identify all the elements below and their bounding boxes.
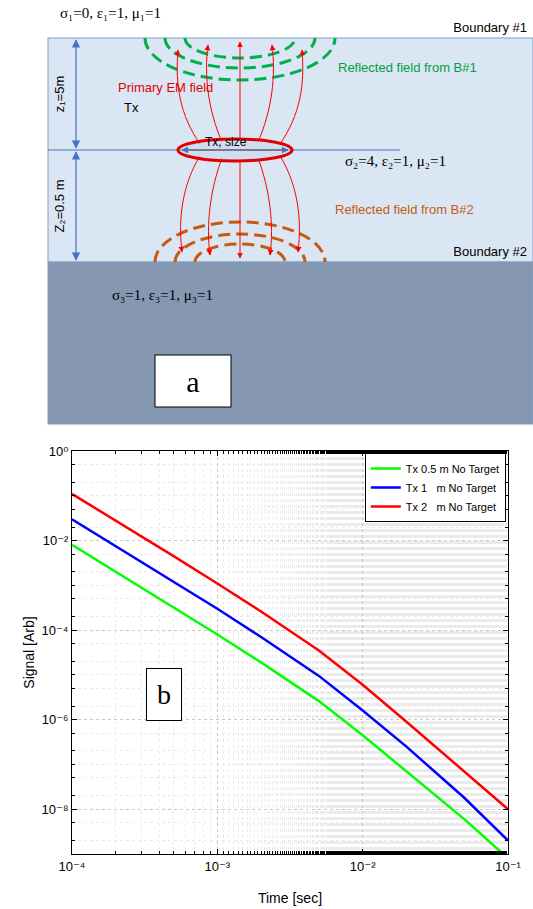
svg-text:Z₂=0.5 m: Z₂=0.5 m	[52, 179, 67, 232]
svg-text:a: a	[186, 365, 199, 398]
svg-text:Tx 2 m No Target: Tx 2 m No Target	[406, 501, 496, 513]
svg-text:z₁=5m: z₁=5m	[52, 76, 67, 113]
svg-text:σ₁=0, ε₁=1, μ₁=1: σ₁=0, ε₁=1, μ₁=1	[60, 5, 161, 21]
svg-text:σ₃=1, ε₃=1, μ₃=1: σ₃=1, ε₃=1, μ₃=1	[112, 287, 213, 303]
svg-text:10⁻¹: 10⁻¹	[495, 859, 521, 874]
svg-text:10⁰: 10⁰	[49, 444, 69, 459]
svg-text:Time [sec]: Time [sec]	[258, 890, 322, 906]
svg-text:σ₂=4, ε₂=1, μ₂=1: σ₂=4, ε₂=1, μ₂=1	[345, 153, 446, 169]
svg-text:10⁻³: 10⁻³	[205, 859, 231, 874]
svg-text:b: b	[157, 679, 171, 710]
svg-text:10⁻⁸: 10⁻⁸	[42, 802, 69, 817]
svg-text:10⁻⁴: 10⁻⁴	[41, 623, 68, 638]
svg-text:10⁻⁴: 10⁻⁴	[59, 859, 86, 874]
svg-text:Tx: Tx	[124, 100, 139, 115]
svg-text:10⁻⁶: 10⁻⁶	[42, 712, 69, 727]
svg-text:Primary EM field: Primary EM field	[118, 80, 213, 95]
svg-text:Reflected field from B#2: Reflected field from B#2	[335, 202, 474, 217]
svg-text:10⁻²: 10⁻²	[350, 859, 376, 874]
svg-text:10⁻²: 10⁻²	[43, 533, 69, 548]
svg-text:Reflected field from B#1: Reflected field from B#1	[338, 60, 477, 75]
svg-text:Boundary #1: Boundary #1	[453, 20, 527, 35]
svg-text:Signal [Arb]: Signal [Arb]	[21, 616, 37, 688]
svg-text:Tx 1 m No Target: Tx 1 m No Target	[406, 482, 496, 494]
svg-text:Tx 0.5 m No Target: Tx 0.5 m No Target	[406, 463, 499, 475]
svg-text:Tx, size: Tx, size	[205, 135, 247, 149]
svg-text:Boundary #2: Boundary #2	[453, 244, 527, 259]
